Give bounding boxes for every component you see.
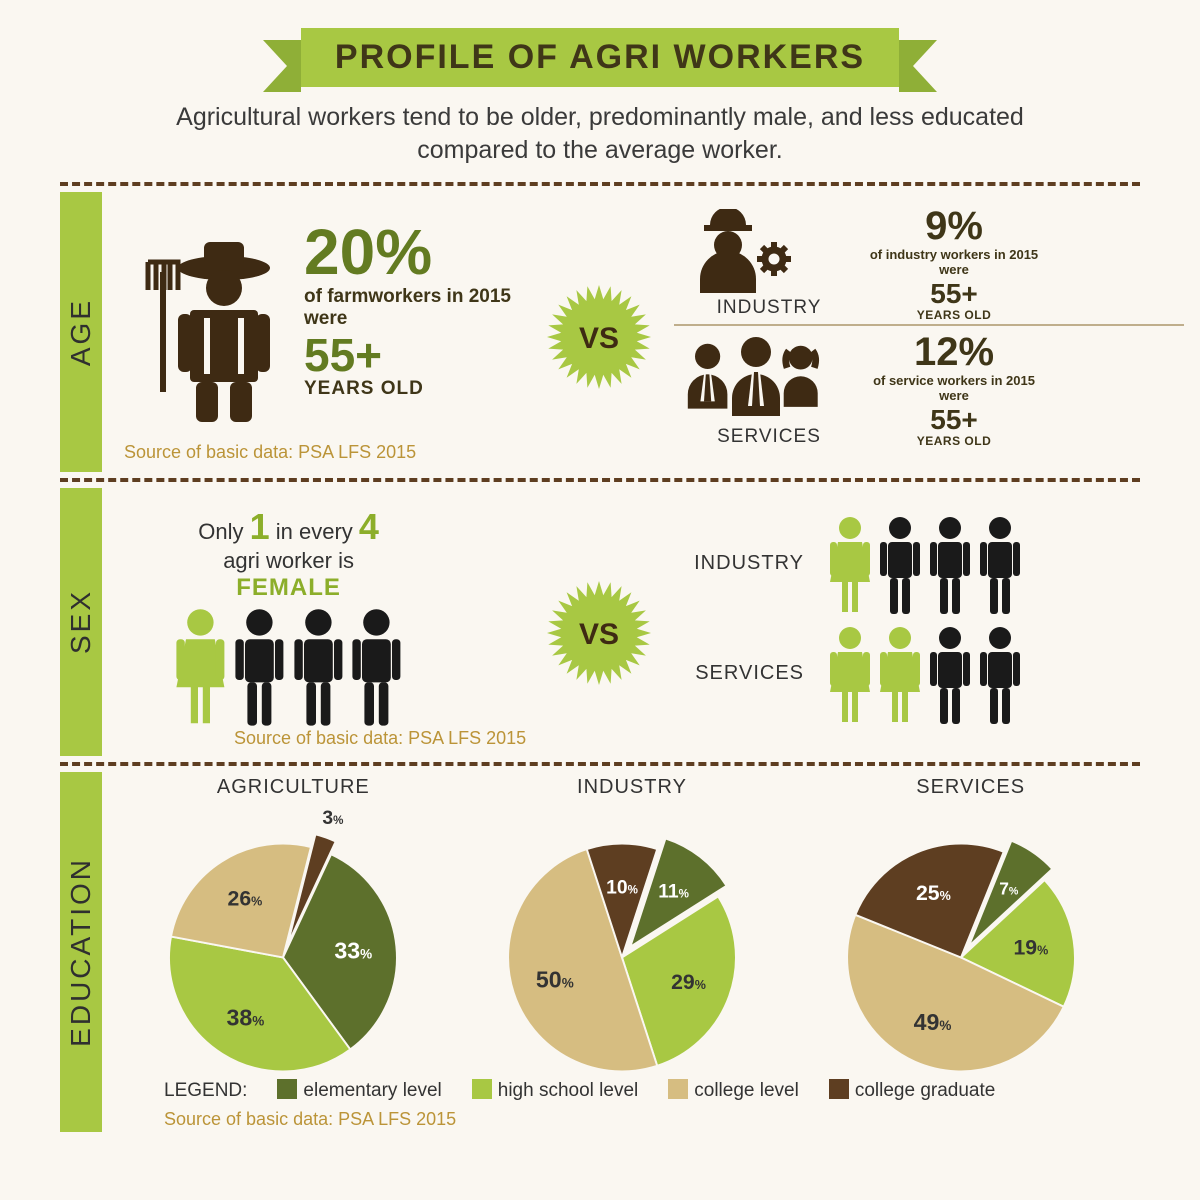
sex-services-people [828, 626, 1022, 726]
pie-title: SERVICES [811, 776, 1131, 799]
industry-age: 55+ [864, 280, 1044, 308]
sex-section: SEX Only 1 in every 4 agri worker is FEM… [0, 488, 1200, 756]
male-person-icon [878, 516, 922, 616]
farm-age: 55+ [304, 332, 534, 378]
industry-worker-icon [674, 209, 804, 293]
services-pct: 12% [864, 332, 1044, 372]
header: PROFILE OF AGRI WORKERS [0, 0, 1200, 87]
title-banner: PROFILE OF AGRI WORKERS [301, 28, 899, 87]
legend-item: college graduate [829, 1079, 996, 1102]
svg-text:3%: 3% [323, 808, 344, 829]
sex-female-label: FEMALE [174, 574, 403, 602]
page-title: PROFILE OF AGRI WORKERS [335, 38, 865, 77]
svg-text:VS: VS [579, 322, 619, 355]
female-person-icon [174, 608, 227, 728]
farm-pct: 20% [304, 220, 534, 284]
services-unit: YEARS OLD [864, 434, 1044, 448]
industry-label: INDUSTRY [674, 297, 864, 319]
pie-agriculture: AGRICULTURE 33%38%26%3% [133, 776, 453, 1083]
pie-title: INDUSTRY [472, 776, 792, 799]
industry-pct: 9% [864, 206, 1044, 246]
edu-source: Source of basic data: PSA LFS 2015 [164, 1109, 456, 1130]
vs-badge: VS [544, 578, 654, 688]
pie-title: AGRICULTURE [133, 776, 453, 799]
female-person-icon [828, 516, 872, 616]
farm-sub: of farmworkers in 2015 were [304, 286, 534, 330]
male-person-icon [978, 626, 1022, 726]
edu-tab: EDUCATION [60, 772, 102, 1132]
divider [60, 478, 1140, 482]
sex-agri-block: Only 1 in every 4 agri worker is FEMALE [174, 506, 403, 728]
male-person-icon [292, 608, 345, 728]
edu-tab-label: EDUCATION [65, 857, 97, 1047]
divider [60, 182, 1140, 186]
legend-item: elementary level [277, 1079, 441, 1102]
pie-services: SERVICES 7%19%49%25% [811, 776, 1131, 1083]
male-person-icon [928, 516, 972, 616]
male-person-icon [350, 608, 403, 728]
age-services-row: SERVICES 12% of service workers in 2015 … [674, 324, 1184, 454]
sex-services-row: SERVICES [684, 618, 1022, 728]
divider [60, 762, 1140, 766]
legend-item: college level [668, 1079, 799, 1102]
svg-text:VS: VS [579, 618, 619, 651]
sex-source: Source of basic data: PSA LFS 2015 [234, 728, 526, 749]
vs-badge: VS [544, 282, 654, 392]
sex-industry-label: INDUSTRY [684, 552, 804, 575]
age-farm-stat: 20% of farmworkers in 2015 were 55+ YEAR… [304, 220, 534, 400]
farmer-icon [134, 232, 294, 422]
sex-tab: SEX [60, 488, 102, 756]
male-person-icon [233, 608, 286, 728]
legend-head: LEGEND: [164, 1080, 247, 1102]
services-label: SERVICES [674, 426, 864, 448]
age-section: AGE 20% [0, 192, 1200, 472]
age-industry-row: INDUSTRY 9% of industry workers in 2015 … [674, 204, 1184, 324]
services-age: 55+ [864, 406, 1044, 434]
age-tab: AGE [60, 192, 102, 472]
age-source: Source of basic data: PSA LFS 2015 [124, 442, 416, 463]
services-sub: of service workers in 2015 were [864, 374, 1044, 404]
pie-industry: INDUSTRY 11%29%50%10% [472, 776, 792, 1083]
page-subtitle: Agricultural workers tend to be older, p… [0, 87, 1200, 176]
sex-industry-row: INDUSTRY [684, 508, 1022, 618]
edu-legend: LEGEND: elementary level high school lev… [164, 1079, 995, 1102]
sex-line1: Only 1 in every 4 [174, 506, 403, 548]
education-section: EDUCATION AGRICULTURE 33%38%26%3% INDUST… [0, 772, 1200, 1132]
farm-unit: YEARS OLD [304, 378, 534, 400]
sex-industry-people [828, 516, 1022, 616]
male-person-icon [928, 626, 972, 726]
male-person-icon [978, 516, 1022, 616]
legend-item: high school level [472, 1079, 638, 1102]
industry-sub: of industry workers in 2015 were [864, 248, 1044, 278]
sex-line2: agri worker is [174, 548, 403, 574]
female-person-icon [878, 626, 922, 726]
services-workers-icon [674, 332, 834, 422]
sex-services-label: SERVICES [684, 662, 804, 685]
pie-row: AGRICULTURE 33%38%26%3% INDUSTRY 11%29%5… [124, 772, 1140, 1083]
industry-unit: YEARS OLD [864, 308, 1044, 322]
sex-agri-people [174, 608, 403, 728]
age-tab-label: AGE [65, 298, 97, 366]
female-person-icon [828, 626, 872, 726]
sex-tab-label: SEX [65, 589, 97, 654]
